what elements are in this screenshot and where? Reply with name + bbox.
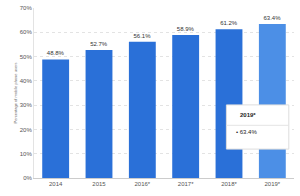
svg-text:10%: 10% [20, 151, 33, 157]
svg-text:20%: 20% [20, 127, 33, 133]
svg-text:• 63.4%: • 63.4% [236, 129, 257, 135]
svg-text:2019*: 2019* [240, 112, 256, 118]
svg-text:2018*: 2018* [221, 181, 237, 187]
svg-text:63.4%: 63.4% [263, 15, 281, 21]
svg-text:58.9%: 58.9% [177, 26, 195, 32]
svg-text:2014: 2014 [49, 181, 63, 187]
svg-text:56.1%: 56.1% [133, 33, 151, 39]
svg-text:40%: 40% [20, 78, 33, 84]
svg-text:2017*: 2017* [178, 181, 194, 187]
svg-text:2015: 2015 [92, 181, 106, 187]
svg-text:0%: 0% [23, 175, 32, 181]
svg-text:2016*: 2016* [134, 181, 150, 187]
svg-text:30%: 30% [20, 102, 33, 108]
svg-text:50%: 50% [20, 54, 33, 60]
svg-text:Percentage of mobile phone use: Percentage of mobile phone users [13, 63, 18, 124]
svg-text:70%: 70% [20, 5, 33, 11]
svg-text:48.8%: 48.8% [47, 50, 65, 56]
svg-text:52.7%: 52.7% [90, 41, 108, 47]
svg-text:60%: 60% [20, 29, 33, 35]
svg-text:2019*: 2019* [264, 181, 280, 187]
svg-text:61.2%: 61.2% [220, 20, 238, 26]
